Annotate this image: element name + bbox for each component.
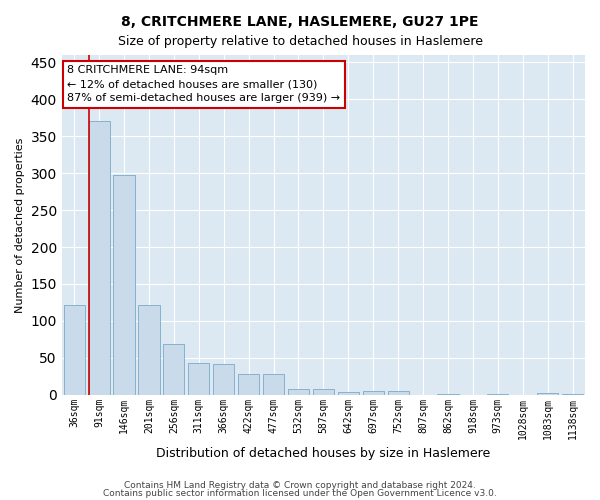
Bar [89,122,110,395]
Bar [64,306,85,395]
Bar [263,374,284,395]
Bar [188,363,209,395]
Bar [238,374,259,395]
Bar [388,391,409,395]
Bar [437,394,458,395]
Bar [537,394,558,395]
Text: Contains public sector information licensed under the Open Government Licence v3: Contains public sector information licen… [103,489,497,498]
Bar [163,344,184,395]
Bar [213,364,235,395]
Y-axis label: Number of detached properties: Number of detached properties [15,137,25,312]
Text: 8 CRITCHMERE LANE: 94sqm
← 12% of detached houses are smaller (130)
87% of semi-: 8 CRITCHMERE LANE: 94sqm ← 12% of detach… [67,65,340,103]
Bar [113,176,134,395]
Bar [487,394,508,395]
Bar [562,394,583,395]
X-axis label: Distribution of detached houses by size in Haslemere: Distribution of detached houses by size … [156,447,491,460]
Text: Contains HM Land Registry data © Crown copyright and database right 2024.: Contains HM Land Registry data © Crown c… [124,480,476,490]
Bar [139,304,160,395]
Bar [313,389,334,395]
Text: 8, CRITCHMERE LANE, HASLEMERE, GU27 1PE: 8, CRITCHMERE LANE, HASLEMERE, GU27 1PE [121,15,479,29]
Bar [362,391,384,395]
Text: Size of property relative to detached houses in Haslemere: Size of property relative to detached ho… [118,35,482,48]
Bar [288,389,309,395]
Bar [338,392,359,395]
